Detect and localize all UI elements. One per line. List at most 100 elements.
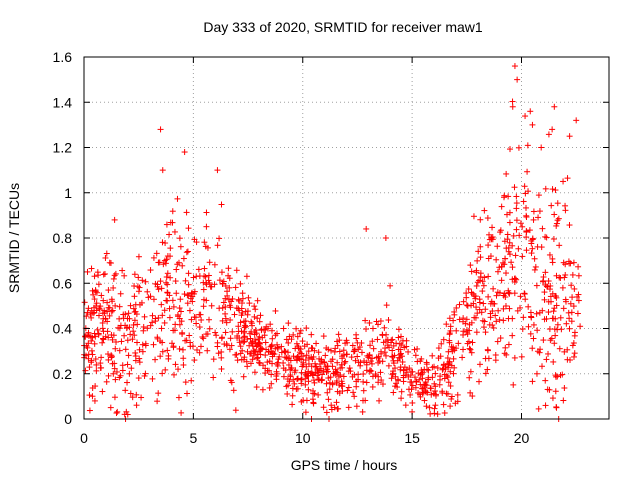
data-point [179,329,186,336]
data-point [301,343,308,350]
data-point [276,353,283,360]
data-point [201,273,208,280]
data-point [90,310,97,317]
data-point [481,274,488,281]
data-point [494,289,501,296]
data-point [278,349,285,356]
data-point [193,273,200,280]
data-point [124,361,131,368]
data-point [413,379,420,386]
data-point [549,255,556,262]
data-point [379,331,386,338]
data-point [525,188,532,195]
data-point [302,371,309,378]
data-point [134,321,141,328]
data-point [473,329,480,336]
data-point [513,217,520,224]
data-point [423,361,430,368]
data-point [185,270,192,277]
data-point [382,345,389,352]
data-point [300,353,307,360]
data-point [195,266,202,273]
data-point [493,292,500,299]
data-point [446,339,453,346]
data-point [289,401,296,408]
data-point [309,387,316,394]
data-point [321,359,328,366]
data-point [506,290,513,297]
data-point [520,314,527,321]
data-point [545,278,552,285]
data-point [216,305,223,312]
data-point [451,311,458,318]
data-point [254,354,261,361]
data-point [85,305,92,312]
data-point [377,369,384,376]
data-point [176,321,183,328]
data-point [334,359,341,366]
data-point [485,273,492,280]
data-point [529,121,536,128]
data-point [493,256,500,263]
data-point [343,337,350,344]
data-point [311,379,318,386]
data-point [130,328,137,335]
data-point [242,323,249,330]
data-point [120,311,127,318]
data-point [159,312,166,319]
data-point [133,391,140,398]
data-point [218,348,225,355]
data-point [91,296,98,303]
x-axis-label: GPS time / hours [291,457,398,473]
data-point [206,316,213,323]
data-point [477,273,484,280]
data-point [211,261,218,268]
data-point [222,282,229,289]
data-point [345,404,352,411]
data-point [178,318,185,325]
data-point [540,273,547,280]
data-point [302,409,309,416]
data-point [323,369,330,376]
data-point [268,371,275,378]
data-point [545,131,552,138]
data-point [222,310,229,317]
data-point [251,329,258,336]
data-point [471,314,478,321]
data-point [490,324,497,331]
data-point [134,283,141,290]
data-point [325,396,332,403]
data-point [523,212,530,219]
data-point [542,269,549,276]
data-point [124,379,131,386]
data-point [529,378,536,385]
data-point [442,366,449,373]
data-point [355,359,362,366]
data-point [568,282,575,289]
data-point [303,363,310,370]
data-point [533,282,540,289]
data-point [566,222,573,229]
data-point [111,360,118,367]
data-point [495,307,502,314]
data-point [253,343,260,350]
data-point [82,367,89,374]
data-point [188,316,195,323]
data-point [184,248,191,255]
data-point [485,255,492,262]
data-point [395,326,402,333]
data-point [429,352,436,359]
data-point [525,323,532,330]
data-point [208,302,215,309]
data-point [405,348,412,355]
data-point [281,348,288,355]
data-point [512,252,519,259]
data-point [142,278,149,285]
data-point [228,379,235,386]
data-point [164,347,171,354]
data-point [552,315,559,322]
data-point [313,340,320,347]
data-point [445,361,452,368]
data-point [563,320,570,327]
data-point [257,351,264,358]
